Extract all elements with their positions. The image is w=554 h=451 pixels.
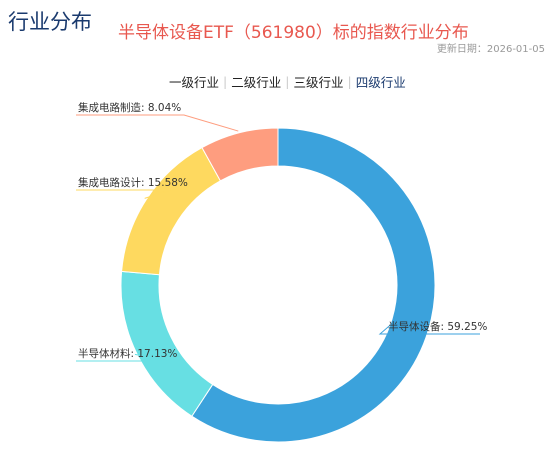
tab-divider: | [223,74,228,89]
section-title: 行业分布 [8,10,92,34]
slice-3[interactable] [201,127,279,182]
tab-divider: | [347,74,352,89]
label-leader-line-0 [378,319,480,335]
tab-level-2[interactable]: 二级行业 [231,75,282,90]
tab-divider: | [285,74,290,89]
tab-level-4[interactable]: 四级行业 [355,75,406,90]
label-leader-line-3 [76,114,239,132]
update-date: 更新日期：2026-01-05 [436,44,545,55]
slice-label-0: 半导体设备: 59.25% [388,320,487,333]
slice-label-3: 集成电路制造: 8.04% [78,101,181,114]
slice-2[interactable] [121,146,222,276]
tab-level-1[interactable]: 一级行业 [169,75,220,90]
tab-level-3[interactable]: 三级行业 [293,75,344,90]
slice-label-2: 集成电路设计: 15.58% [78,176,188,189]
chart-title: 半导体设备ETF（561980）标的指数行业分布 [118,23,469,43]
slice-0[interactable] [191,127,436,443]
slice-1[interactable] [120,270,214,417]
label-leader-line-2 [76,189,171,199]
industry-level-tabs: 一级行业 | 二级行业 | 三级行业 | 四级行业 [166,72,409,91]
label-leader-line-1 [76,353,169,362]
slice-label-1: 半导体材料: 17.13% [78,347,177,360]
